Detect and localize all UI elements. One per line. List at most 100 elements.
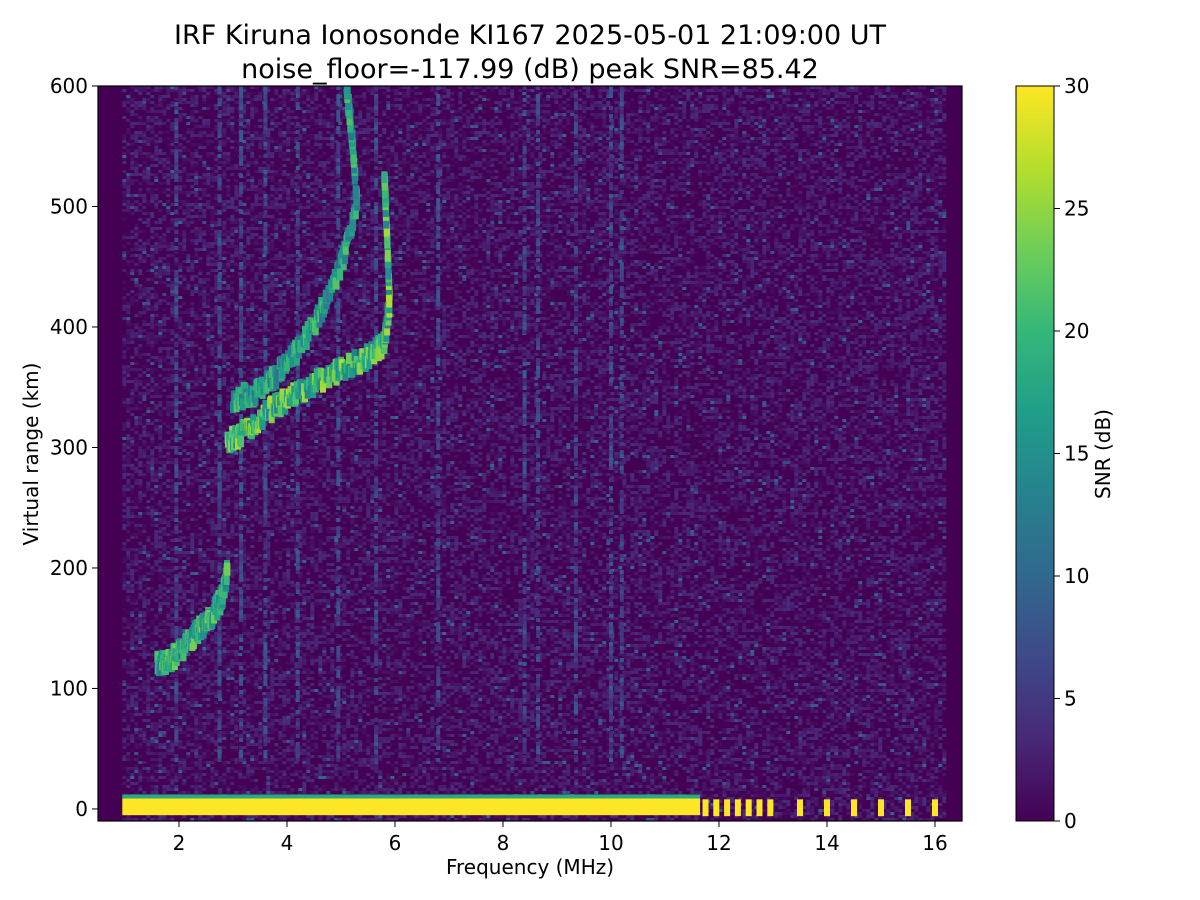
- noise-cell: [254, 482, 258, 485]
- noise-cell: [150, 452, 154, 455]
- noise-cell: [250, 113, 254, 116]
- noise-cell: [270, 206, 274, 209]
- noise-cell: [158, 182, 162, 185]
- noise-cell: [194, 230, 198, 233]
- noise-cell: [198, 719, 202, 722]
- noise-cell: [170, 407, 174, 410]
- noise-cell: [122, 134, 126, 137]
- noise-cell: [206, 710, 210, 713]
- noise-cell: [162, 347, 166, 350]
- noise-cell: [250, 665, 254, 668]
- noise-cell: [186, 365, 190, 368]
- noise-cell: [158, 401, 162, 404]
- noise-cell: [226, 767, 230, 770]
- noise-cell: [126, 329, 130, 332]
- noise-cell: [186, 542, 190, 545]
- noise-cell: [206, 719, 210, 722]
- noise-cell: [126, 722, 130, 725]
- noise-cell: [158, 551, 162, 554]
- noise-cell: [138, 434, 142, 437]
- noise-cell: [206, 377, 210, 380]
- noise-cell: [202, 491, 206, 494]
- noise-cell: [182, 410, 186, 413]
- noise-cell: [270, 125, 274, 128]
- noise-cell: [214, 203, 218, 206]
- noise-cell: [150, 89, 154, 92]
- noise-cell: [198, 773, 202, 776]
- noise-cell: [154, 158, 158, 161]
- noise-cell: [182, 167, 186, 170]
- noise-cell: [238, 530, 242, 533]
- noise-cell: [198, 722, 202, 725]
- noise-cell: [150, 710, 154, 713]
- noise-cell: [206, 320, 210, 323]
- noise-cell: [218, 254, 222, 257]
- noise-cell: [162, 689, 166, 692]
- noise-cell: [166, 749, 170, 752]
- noise-cell: [210, 659, 214, 662]
- noise-cell: [198, 647, 202, 650]
- noise-cell: [194, 590, 198, 593]
- noise-cell: [126, 305, 130, 308]
- noise-cell: [146, 422, 150, 425]
- noise-cell: [138, 407, 142, 410]
- noise-cell: [250, 761, 254, 764]
- noise-cell: [178, 470, 182, 473]
- noise-cell: [194, 755, 198, 758]
- noise-cell: [170, 488, 174, 491]
- noise-cell: [158, 209, 162, 212]
- noise-cell: [158, 590, 162, 593]
- noise-cell: [182, 98, 186, 101]
- noise-cell: [126, 422, 130, 425]
- noise-cell: [130, 569, 134, 572]
- noise-cell: [150, 101, 154, 104]
- noise-cell: [150, 269, 154, 272]
- noise-cell: [154, 701, 158, 704]
- noise-cell: [254, 662, 258, 665]
- noise-cell: [202, 767, 206, 770]
- noise-cell: [194, 725, 198, 728]
- noise-cell: [246, 773, 250, 776]
- noise-cell: [130, 104, 134, 107]
- noise-cell: [182, 707, 186, 710]
- noise-cell: [262, 206, 266, 209]
- noise-cell: [230, 716, 234, 719]
- noise-cell: [166, 623, 170, 626]
- noise-cell: [234, 692, 238, 695]
- noise-cell: [134, 431, 138, 434]
- noise-cell: [250, 107, 254, 110]
- noise-cell: [230, 674, 234, 677]
- noise-cell: [170, 137, 174, 140]
- noise-cell: [134, 686, 138, 689]
- noise-cell: [202, 647, 206, 650]
- noise-cell: [186, 701, 190, 704]
- noise-cell: [194, 119, 198, 122]
- noise-cell: [198, 662, 202, 665]
- noise-cell: [254, 296, 258, 299]
- noise-cell: [246, 650, 250, 653]
- noise-cell: [258, 533, 262, 536]
- noise-cell: [130, 398, 134, 401]
- noise-cell: [174, 704, 178, 707]
- noise-cell: [226, 275, 230, 278]
- noise-cell: [202, 131, 206, 134]
- noise-cell: [150, 326, 154, 329]
- noise-cell: [162, 257, 166, 260]
- noise-cell: [166, 599, 170, 602]
- noise-cell: [122, 296, 126, 299]
- noise-cell: [134, 665, 138, 668]
- noise-cell: [190, 284, 194, 287]
- noise-cell: [146, 692, 150, 695]
- noise-cell: [158, 572, 162, 575]
- noise-cell: [250, 104, 254, 107]
- noise-cell: [202, 383, 206, 386]
- noise-cell: [138, 776, 142, 779]
- noise-cell: [250, 734, 254, 737]
- noise-cell: [206, 533, 210, 536]
- noise-cell: [186, 677, 190, 680]
- noise-cell: [158, 320, 162, 323]
- noise-cell: [150, 773, 154, 776]
- noise-cell: [154, 176, 158, 179]
- noise-cell: [230, 566, 234, 569]
- noise-cell: [250, 506, 254, 509]
